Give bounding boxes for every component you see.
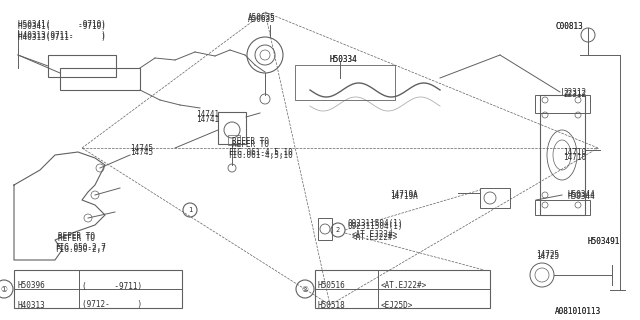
Text: REFER TO: REFER TO [58, 234, 95, 243]
Text: 092311504(1): 092311504(1) [348, 219, 403, 228]
Bar [315, 270, 490, 308]
Text: 14710: 14710 [563, 153, 586, 162]
Text: A081010113: A081010113 [555, 307, 601, 316]
Text: FIG.061-4,5,10: FIG.061-4,5,10 [228, 148, 292, 157]
Text: H503491: H503491 [588, 237, 620, 246]
Bar [218, 112, 246, 144]
Text: 14719A: 14719A [390, 190, 418, 199]
Text: 14745: 14745 [130, 148, 153, 157]
Text: ②: ② [301, 284, 308, 293]
Text: H40313(9711-      ): H40313(9711- ) [18, 31, 106, 40]
Text: H50334: H50334 [330, 55, 358, 64]
Text: 092311504(1): 092311504(1) [348, 222, 403, 231]
Text: FIG.050-2,7: FIG.050-2,7 [55, 243, 106, 252]
Bar [228, 135, 240, 145]
Text: <AT.EJ22#>: <AT.EJ22#> [352, 233, 398, 242]
Bar [535, 200, 590, 215]
Text: 14710: 14710 [563, 148, 586, 157]
Text: H40313(9711-      ): H40313(9711- ) [18, 33, 106, 42]
Text: C00813: C00813 [555, 22, 583, 31]
Text: <EJ25D>: <EJ25D> [381, 300, 413, 309]
Text: A50635: A50635 [248, 15, 276, 24]
Text: A50635: A50635 [248, 13, 276, 22]
Bar [295, 65, 395, 100]
Text: 22312: 22312 [563, 88, 586, 97]
Bar [48, 55, 116, 77]
Text: 14719A: 14719A [390, 192, 418, 201]
Text: REFER TO: REFER TO [58, 232, 95, 241]
Text: 14725: 14725 [536, 250, 559, 259]
Text: <AT.EJ22#>: <AT.EJ22#> [381, 282, 428, 291]
Text: FIG.061-4,5,10: FIG.061-4,5,10 [228, 151, 292, 160]
Text: REFER TO: REFER TO [232, 140, 269, 149]
Text: H50396: H50396 [17, 282, 45, 291]
Text: 14745: 14745 [130, 144, 153, 153]
Text: A081010113: A081010113 [555, 307, 601, 316]
Text: H40313: H40313 [17, 300, 45, 309]
Bar [480, 188, 510, 208]
Text: H50341(      -9710): H50341( -9710) [18, 20, 106, 29]
Text: ①: ① [1, 284, 8, 293]
Text: C00813: C00813 [555, 22, 583, 31]
Text: 14741: 14741 [196, 110, 219, 119]
Bar [540, 95, 585, 215]
Text: H50344: H50344 [568, 192, 596, 201]
Text: H50516: H50516 [318, 282, 346, 291]
Bar [14, 270, 182, 308]
Text: REFER TO: REFER TO [232, 137, 269, 146]
Text: H503491: H503491 [588, 237, 620, 246]
Text: (9712-      ): (9712- ) [82, 300, 142, 309]
Text: 14725: 14725 [536, 252, 559, 261]
Text: 22312: 22312 [563, 90, 586, 99]
Bar [60, 68, 140, 90]
Text: (      -9711): ( -9711) [82, 282, 142, 291]
Text: <AT.EJ22#>: <AT.EJ22#> [352, 230, 398, 239]
Text: H50344: H50344 [568, 190, 596, 199]
Text: H50518: H50518 [318, 300, 346, 309]
Text: FIG.050-2,7: FIG.050-2,7 [55, 245, 106, 254]
Text: H50341(      -9710): H50341( -9710) [18, 22, 106, 31]
Text: 14741: 14741 [196, 115, 219, 124]
Bar [318, 218, 332, 240]
Text: 1: 1 [188, 207, 192, 213]
Text: 2: 2 [336, 227, 340, 233]
Text: H50334: H50334 [330, 55, 358, 64]
Bar [535, 95, 590, 113]
